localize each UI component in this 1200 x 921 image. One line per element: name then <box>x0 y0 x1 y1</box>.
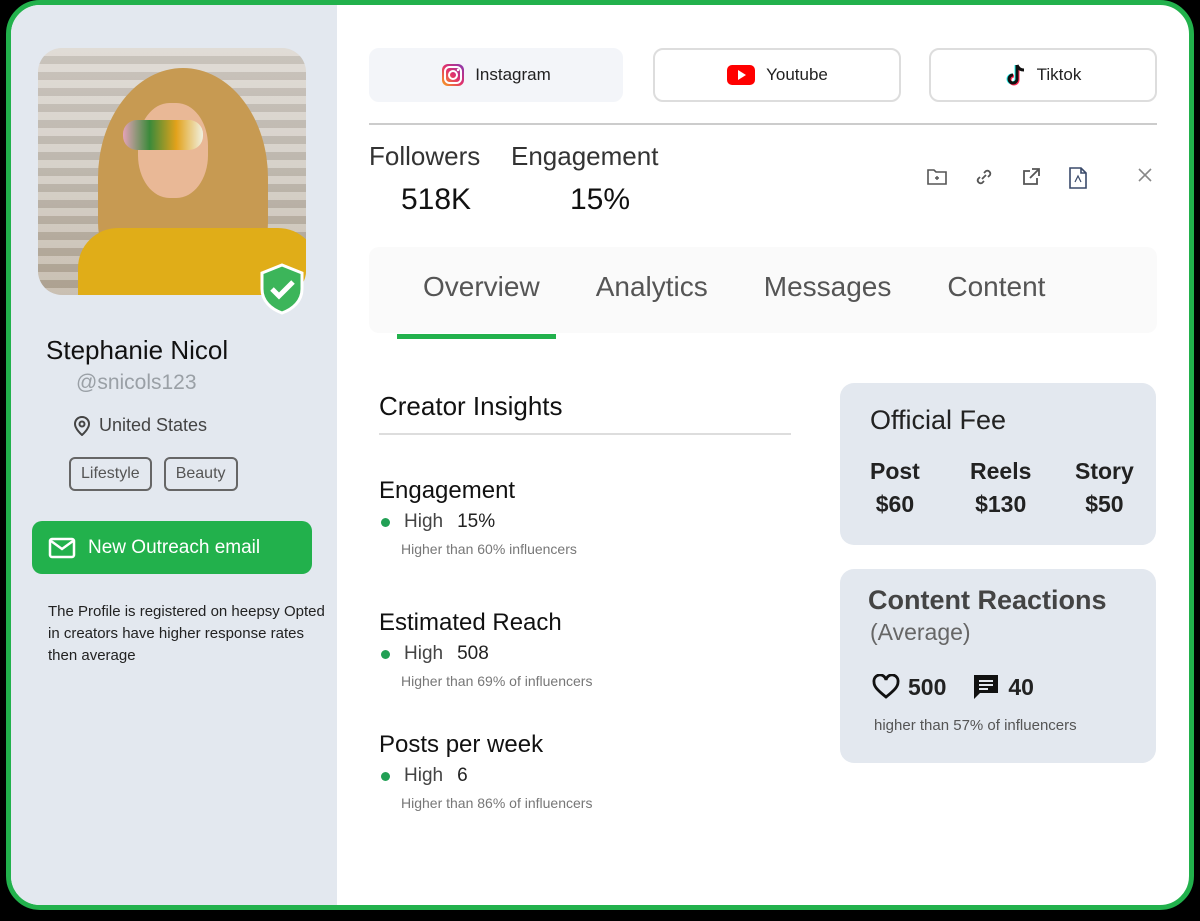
metric-title: Engagement <box>379 477 516 504</box>
external-link-icon[interactable] <box>1007 167 1054 189</box>
platform-tab-instagram[interactable]: Instagram <box>369 48 623 102</box>
followers-label: Followers <box>369 141 481 171</box>
platform-label: Instagram <box>475 65 551 84</box>
followers-value: 518K <box>401 183 472 216</box>
metric-level: High <box>404 511 444 532</box>
section-title: Creator Insights <box>379 391 563 421</box>
official-fee-card: Official Fee Post $60 Reels $130 Story $50 <box>840 383 1156 545</box>
tab-overview[interactable]: Overview <box>397 247 556 339</box>
tab-messages[interactable]: Messages <box>763 271 892 302</box>
metric-level: High <box>404 643 444 664</box>
metric-comparison: Higher than 69% of influencers <box>401 673 593 689</box>
status-dot <box>381 649 390 659</box>
pdf-icon[interactable] <box>1054 167 1101 189</box>
reactions-comparison: higher than 57% of influencers <box>874 717 1077 734</box>
comment-icon <box>974 675 999 699</box>
platform-label: Tiktok <box>1036 65 1082 84</box>
fee-label: Post <box>870 458 920 484</box>
fee-title: Official Fee <box>870 405 1007 435</box>
tag-beauty[interactable]: Beauty <box>163 457 238 491</box>
link-icon[interactable] <box>960 167 1007 189</box>
tag-lifestyle[interactable]: Lifestyle <box>69 457 152 491</box>
reactions-title: Content Reactions <box>868 585 1107 615</box>
divider <box>379 433 791 435</box>
instagram-icon <box>442 64 465 86</box>
fee-value: $130 <box>975 491 1027 517</box>
metric-value: 508 <box>457 643 489 664</box>
creator-handle: @snicols123 <box>76 371 197 394</box>
location: United States <box>73 415 207 436</box>
tab-bar: Overview Analytics Messages Content <box>369 247 1157 339</box>
profile-window: Stephanie Nicol @snicols123 United State… <box>6 0 1194 910</box>
registration-note: The Profile is registered on heepsy Opte… <box>48 603 325 664</box>
metric-estimated-reach: Estimated Reach High 508 Higher than 69% … <box>379 609 592 689</box>
folder-add-icon[interactable] <box>913 167 960 189</box>
mail-icon <box>48 537 76 558</box>
outreach-label: New Outreach email <box>88 536 261 558</box>
heart-icon <box>872 674 900 699</box>
platform-tab-youtube[interactable]: Youtube <box>653 48 901 102</box>
toolbar <box>913 167 1168 189</box>
metric-value: 6 <box>457 765 468 786</box>
divider <box>369 123 1157 125</box>
fee-label: Reels <box>970 458 1032 484</box>
platform-label: Youtube <box>766 65 828 84</box>
metric-title: Posts per week <box>379 731 544 758</box>
fee-reels: Reels $130 <box>970 455 1031 521</box>
fee-label: Story <box>1075 458 1134 484</box>
close-icon[interactable] <box>1121 167 1168 189</box>
metric-value: 15% <box>457 511 496 532</box>
metric-posts-per-week: Posts per week High 6 Higher than 86% of … <box>379 731 592 811</box>
metric-title: Estimated Reach <box>379 609 562 636</box>
fee-value: $50 <box>1085 491 1124 517</box>
metric-engagement: Engagement High 15% Higher than 60% influ… <box>379 477 577 557</box>
location-text: United States <box>99 415 208 435</box>
avatar <box>38 48 306 295</box>
fee-post: Post $60 <box>870 455 920 521</box>
platform-tab-tiktok[interactable]: Tiktok <box>929 48 1157 102</box>
metric-comparison: Higher than 60% influencers <box>401 541 577 557</box>
reactions-subtitle: (Average) <box>870 619 971 645</box>
metric-comparison: Higher than 86% of influencers <box>401 795 593 811</box>
tab-analytics[interactable]: Analytics <box>595 271 708 302</box>
tab-content[interactable]: Content <box>947 271 1046 302</box>
tiktok-icon <box>1006 64 1024 86</box>
likes-count: 500 <box>908 673 947 700</box>
status-dot <box>381 517 390 527</box>
engagement-value: 15% <box>570 183 631 216</box>
sidebar: Stephanie Nicol @snicols123 United State… <box>11 5 337 905</box>
youtube-icon <box>727 65 756 85</box>
fee-story: Story $50 <box>1075 455 1134 521</box>
creator-name: Stephanie Nicol <box>46 335 229 365</box>
engagement-label: Engagement <box>511 141 659 171</box>
verified-shield-icon <box>260 263 304 315</box>
comments-count: 40 <box>1008 673 1034 700</box>
status-dot <box>381 771 390 781</box>
metric-level: High <box>404 765 444 786</box>
location-pin-icon <box>73 415 91 436</box>
fee-value: $60 <box>875 491 915 517</box>
new-outreach-email-button[interactable]: New Outreach email <box>32 521 312 574</box>
content-reactions-card: Content Reactions (Average) 500 40 highe… <box>840 569 1156 763</box>
